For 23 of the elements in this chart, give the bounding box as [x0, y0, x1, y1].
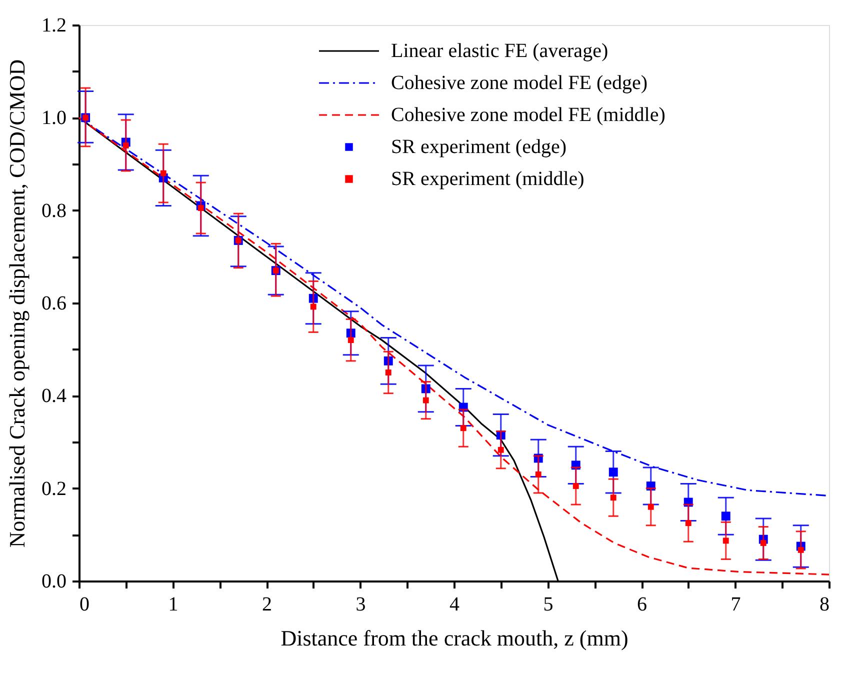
legend-label: Cohesive zone model FE (edge) — [391, 72, 648, 94]
y-tick-label: 1.0 — [42, 107, 66, 130]
y-axis-title: Normalised Crack opening displacement, COD/CMOD — [4, 59, 30, 548]
x-tick-label: 2 — [262, 594, 272, 616]
x-tick-label: 3 — [356, 594, 366, 616]
y-tick-label: 0.2 — [42, 478, 66, 500]
x-tick-label: 8 — [820, 594, 830, 616]
legend-label: SR experiment (middle) — [391, 168, 584, 190]
y-tick-label: 0.4 — [42, 385, 66, 408]
legend-label: Cohesive zone model FE (middle) — [391, 104, 666, 126]
y-tick-label: 0.8 — [42, 200, 66, 222]
x-tick-label: 7 — [730, 594, 741, 616]
x-tick-label: 6 — [637, 594, 647, 616]
y-tick-label: 0.0 — [42, 570, 66, 592]
legend-label: SR experiment (edge) — [391, 136, 566, 158]
x-tick-label: 4 — [450, 594, 460, 616]
y-tick-label: 1.2 — [42, 14, 66, 36]
x-tick-label: 1 — [168, 594, 178, 616]
x-tick-label: 5 — [543, 594, 554, 616]
legend-label: Linear elastic FE (average) — [391, 40, 608, 62]
x-tick-label: 0 — [80, 594, 90, 616]
x-axis-title: Distance from the crack mouth, z (mm) — [280, 626, 628, 650]
y-tick-label: 0.6 — [42, 292, 66, 314]
